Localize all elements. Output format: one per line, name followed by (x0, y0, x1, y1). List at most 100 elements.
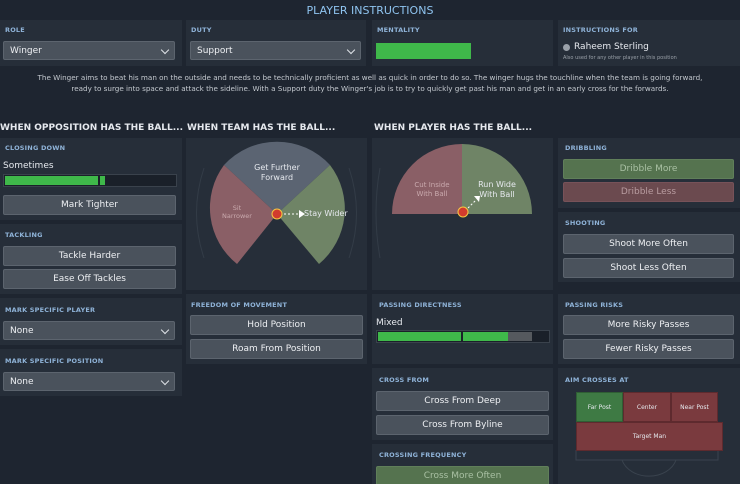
closing-down-fill (5, 176, 105, 185)
instructions-for-label: INSTRUCTIONS FOR (563, 26, 638, 34)
freedom-panel: FREEDOM OF MOVEMENT Hold Position Roam F… (186, 294, 367, 364)
cross-more-often-button[interactable]: Cross More Often (376, 466, 549, 484)
shooting-panel: SHOOTING Shoot More Often Shoot Less Oft… (558, 212, 740, 282)
closing-down-value: Sometimes (3, 161, 54, 171)
shooting-label: SHOOTING (565, 219, 606, 227)
chevron-down-icon (346, 45, 356, 55)
aim-near-post-zone[interactable]: Near Post (671, 392, 718, 422)
closing-down-panel: CLOSING DOWN Sometimes Mark Tighter (0, 138, 182, 220)
instructions-for-panel: INSTRUCTIONS FOR Raheem Sterling Also us… (558, 20, 740, 66)
passing-directness-next (508, 332, 532, 341)
mentality-bar[interactable] (376, 43, 549, 59)
aim-target-man-zone[interactable]: Target Man (576, 422, 723, 451)
roam-from-position-button[interactable]: Roam From Position (190, 339, 363, 359)
mark-position-label: MARK SPECIFIC POSITION (5, 357, 104, 365)
duty-label: DUTY (191, 26, 212, 34)
mentality-label: MENTALITY (377, 26, 420, 34)
dribbling-panel: DRIBBLING Dribble More Dribble Less (558, 138, 740, 208)
section-opposition: WHEN OPPOSITION HAS THE BALL... (0, 123, 184, 133)
chevron-down-icon (160, 376, 170, 386)
duty-panel: DUTY Support (186, 20, 366, 66)
team-pitch-panel: Get Further Forward Sit Narrower Stay Wi… (186, 138, 367, 290)
closing-down-bar[interactable] (3, 174, 177, 187)
passing-directness-label: PASSING DIRECTNESS (379, 301, 462, 309)
mentality-fill (376, 43, 472, 59)
player-note: Also used for any other player in this p… (563, 55, 677, 61)
role-dropdown[interactable]: Winger (3, 41, 175, 60)
mark-player-dropdown[interactable]: None (3, 321, 175, 340)
fewer-risky-passes-button[interactable]: Fewer Risky Passes (563, 339, 734, 359)
run-wide-sector[interactable] (462, 144, 532, 214)
player-pitch-panel: Cut Inside With Ball Run Wide With Ball (372, 138, 553, 290)
passing-directness-fill (378, 332, 508, 341)
duty-dropdown[interactable]: Support (190, 41, 361, 60)
crossing-frequency-label: CROSSING FREQUENCY (379, 451, 467, 459)
tackling-label: TACKLING (5, 231, 43, 239)
hold-position-button[interactable]: Hold Position (190, 315, 363, 335)
bar-divider (98, 175, 100, 186)
run-wide-label: Run Wide With Ball (478, 180, 516, 199)
cut-inside-sector[interactable] (392, 144, 462, 214)
cut-inside-label: Cut Inside With Ball (414, 181, 450, 198)
mark-player-panel: MARK SPECIFIC PLAYER None (0, 298, 182, 345)
passing-risks-panel: PASSING RISKS More Risky Passes Fewer Ri… (558, 294, 740, 364)
section-player: WHEN PLAYER HAS THE BALL... (374, 123, 533, 133)
role-value: Winger (10, 45, 42, 56)
mark-position-panel: MARK SPECIFIC POSITION None (0, 349, 182, 396)
mentality-panel: MENTALITY (372, 20, 553, 66)
player-marker (457, 206, 469, 218)
team-forward-sector[interactable] (224, 141, 330, 214)
team-forward-label: Get Further Forward (254, 163, 300, 182)
team-wider-sector[interactable] (277, 165, 345, 264)
tackle-harder-button[interactable]: Tackle Harder (3, 246, 176, 266)
cross-from-byline-button[interactable]: Cross From Byline (376, 415, 549, 435)
aim-far-post-zone[interactable]: Far Post (576, 392, 623, 422)
more-risky-passes-button[interactable]: More Risky Passes (563, 315, 734, 335)
shoot-more-often-button[interactable]: Shoot More Often (563, 234, 734, 254)
mark-player-label: MARK SPECIFIC PLAYER (5, 306, 96, 314)
role-label: ROLE (5, 26, 25, 34)
duty-value: Support (197, 45, 233, 56)
crossing-frequency-panel: CROSSING FREQUENCY Cross More Often (372, 444, 553, 484)
cross-from-deep-button[interactable]: Cross From Deep (376, 391, 549, 411)
page-title: PLAYER INSTRUCTIONS (306, 4, 434, 17)
section-team: WHEN TEAM HAS THE BALL... (187, 123, 336, 133)
chevron-down-icon (160, 325, 170, 335)
passing-directness-value: Mixed (376, 318, 403, 328)
team-narrow-label: Sit Narrower (222, 204, 252, 220)
mark-tighter-button[interactable]: Mark Tighter (3, 195, 176, 215)
player-pitch-diagram (375, 144, 532, 259)
passing-directness-panel: PASSING DIRECTNESS Mixed (372, 294, 553, 364)
team-wider-label: Stay Wider (304, 209, 348, 218)
shoot-less-often-button[interactable]: Shoot Less Often (563, 258, 734, 278)
cross-from-label: CROSS FROM (379, 376, 430, 384)
passing-risks-label: PASSING RISKS (565, 301, 624, 309)
dribbling-label: DRIBBLING (565, 144, 607, 152)
chevron-down-icon (160, 45, 170, 55)
bar-divider (461, 331, 463, 342)
box-lines (575, 450, 719, 477)
team-pitch-diagram (196, 141, 357, 264)
bar-divider (142, 175, 144, 186)
ease-off-tackles-button[interactable]: Ease Off Tackles (3, 269, 176, 289)
role-description-1: The Winger aims to beat his man on the o… (37, 73, 703, 82)
mark-position-value: None (10, 376, 34, 387)
team-narrow-sector[interactable] (209, 165, 277, 264)
dribble-less-button[interactable]: Dribble Less (563, 182, 734, 202)
aim-center-zone[interactable]: Center (623, 392, 671, 422)
dribble-more-button[interactable]: Dribble More (563, 159, 734, 179)
passing-directness-bar[interactable] (376, 330, 550, 343)
player-name: Raheem Sterling (574, 42, 649, 52)
aim-crosses-panel: AIM CROSSES AT Far Post Center Near Post… (558, 368, 740, 484)
role-panel: ROLE Winger (0, 20, 182, 66)
role-description-2: ready to surge into space and attack the… (71, 84, 669, 93)
closing-down-label: CLOSING DOWN (5, 144, 66, 152)
mark-player-value: None (10, 325, 34, 336)
info-icon (563, 44, 570, 51)
aim-crosses-label: AIM CROSSES AT (565, 376, 629, 384)
freedom-label: FREEDOM OF MOVEMENT (191, 301, 288, 309)
player-marker (271, 208, 283, 220)
mark-position-dropdown[interactable]: None (3, 372, 175, 391)
cross-from-panel: CROSS FROM Cross From Deep Cross From By… (372, 368, 553, 440)
tackling-panel: TACKLING Tackle Harder Ease Off Tackles (0, 224, 182, 294)
